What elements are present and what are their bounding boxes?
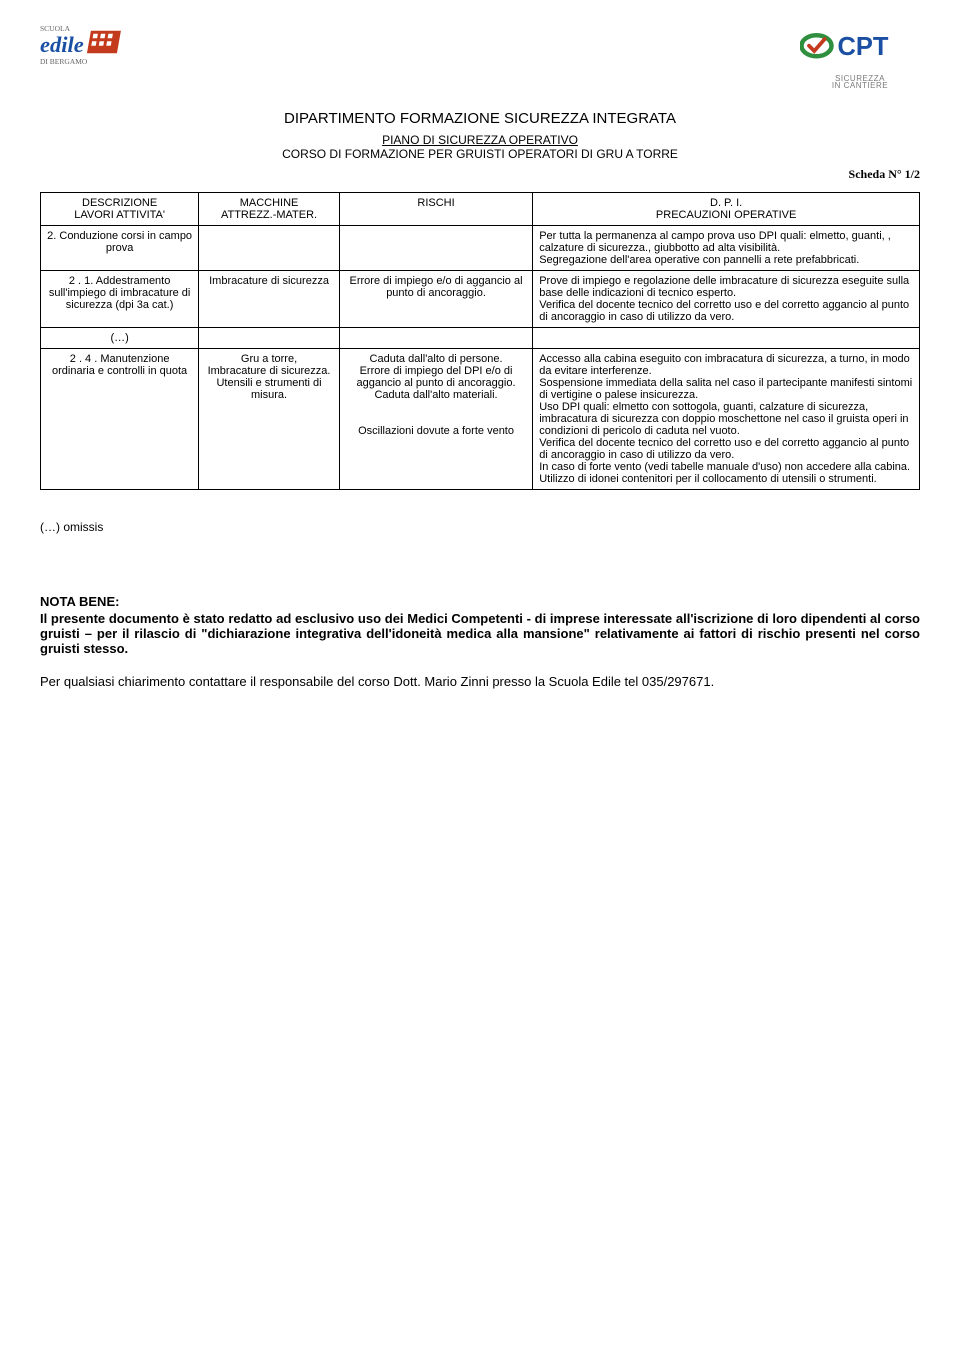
table-cell [199, 226, 340, 271]
table-row: 2 . 4 . Manutenzione ordinaria e control… [41, 349, 920, 490]
table-row: 2 . 1. Addestramento sull'impiego di imb… [41, 271, 920, 328]
table-cell: 2. Conduzione corsi in campo prova [41, 226, 199, 271]
th-c1b: LAVORI ATTIVITA' [74, 209, 165, 221]
cell-text: Gru a torre, [241, 353, 297, 365]
th-macchine: MACCHINE ATTREZZ.-MATER. [199, 193, 340, 226]
table-cell: Imbracature di sicurezza [199, 271, 340, 328]
th-descrizione: DESCRIZIONE LAVORI ATTIVITA' [41, 193, 199, 226]
th-c4a: D. P. I. [710, 197, 742, 209]
cell-text: Verifica del docente tecnico del corrett… [539, 437, 909, 461]
document-title: DIPARTIMENTO FORMAZIONE SICUREZZA INTEGR… [40, 110, 920, 127]
table-body: 2. Conduzione corsi in campo prova Per tu… [41, 226, 920, 490]
table-cell [533, 328, 920, 349]
cell-text: Uso DPI quali: elmetto con sottogola, gu… [539, 401, 908, 437]
th-rischi: RISCHI [339, 193, 532, 226]
cell-text: Caduta dall'alto materiali. [374, 389, 497, 401]
main-table: DESCRIZIONE LAVORI ATTIVITA' MACCHINE AT… [40, 192, 920, 490]
logo-left-brand: edile [40, 32, 84, 57]
cell-text: Imbracature di sicurezza [209, 275, 329, 287]
cell-text: (…) [110, 332, 128, 344]
logo-right-sub2: IN CANTIERE [832, 81, 888, 90]
cell-text: 2 . 1. Addestramento sull'impiego di imb… [49, 275, 191, 311]
table-cell [339, 328, 532, 349]
cell-text: 2 . 4 . Manutenzione ordinaria e control… [52, 353, 187, 377]
table-cell: Gru a torre,Imbracature di sicurezza.Ute… [199, 349, 340, 490]
nota-bene-body: Il presente documento è stato redatto ad… [40, 611, 920, 656]
th-c4b: PRECAUZIONI OPERATIVE [656, 209, 796, 221]
footer-contact: Per qualsiasi chiarimento contattare il … [40, 674, 920, 689]
table-cell [199, 328, 340, 349]
th-c2a: MACCHINE [240, 197, 299, 209]
logo-cpt: CPT SICUREZZA IN CANTIERE [800, 20, 920, 90]
cell-text: In caso di forte vento (vedi tabelle man… [539, 461, 910, 473]
logo-scuola-edile: SCUOLA edile DI BERGAMO [40, 20, 130, 76]
table-cell: Per tutta la permanenza al campo prova u… [533, 226, 920, 271]
table-cell: Caduta dall'alto di persone.Errore di im… [339, 349, 532, 490]
subtitle-line1: PIANO DI SICUREZZA OPERATIVO [40, 133, 920, 147]
th-dpi: D. P. I. PRECAUZIONI OPERATIVE [533, 193, 920, 226]
table-cell: Errore di impiego e/o di aggancio al pun… [339, 271, 532, 328]
subtitle-block: PIANO DI SICUREZZA OPERATIVO CORSO DI FO… [40, 133, 920, 161]
table-cell: Accesso alla cabina eseguito con imbraca… [533, 349, 920, 490]
cell-text: Per tutta la permanenza al campo prova u… [539, 230, 891, 254]
scheda-number: Scheda N° 1/2 [40, 167, 920, 182]
logo-right-brand: CPT [838, 33, 889, 61]
header-logos: SCUOLA edile DI BERGAMO CPT SICUREZZA IN… [40, 20, 920, 90]
table-cell [339, 226, 532, 271]
table-cell: 2 . 1. Addestramento sull'impiego di imb… [41, 271, 199, 328]
cell-text: Utilizzo di idonei contenitori per il co… [539, 473, 877, 485]
cell-text: Imbracature di sicurezza. [208, 365, 331, 377]
table-cell: Prove di impiego e regolazione delle imb… [533, 271, 920, 328]
cell-text: Accesso alla cabina eseguito con imbraca… [539, 353, 910, 377]
cell-text: Segregazione dell'area operative con pan… [539, 254, 859, 266]
table-row: 2. Conduzione corsi in campo prova Per tu… [41, 226, 920, 271]
cell-text: Prove di impiego e regolazione delle imb… [539, 275, 909, 299]
subtitle-line2: CORSO DI FORMAZIONE PER GRUISTI OPERATOR… [40, 147, 920, 161]
omissis-text: (…) omissis [40, 520, 920, 534]
cell-text: 2. Conduzione corsi in campo prova [47, 230, 192, 254]
cell-text: Oscillazioni dovute a forte vento [358, 425, 514, 437]
cell-text: Caduta dall'alto di persone. [370, 353, 503, 365]
logo-left-line2: DI BERGAMO [40, 57, 88, 66]
cell-text: Utensili e strumenti di misura. [216, 377, 321, 401]
th-c1a: DESCRIZIONE [82, 197, 157, 209]
cell-text: Verifica del docente tecnico del corrett… [539, 299, 909, 323]
table-row: (…) [41, 328, 920, 349]
cell-text: Sospensione immediata della salita nel c… [539, 377, 912, 401]
nota-bene-title: NOTA BENE: [40, 594, 920, 609]
cell-text: Errore di impiego del DPI e/o di agganci… [357, 365, 516, 389]
cell-text: Errore di impiego e/o di aggancio al pun… [350, 275, 523, 299]
table-cell: 2 . 4 . Manutenzione ordinaria e control… [41, 349, 199, 490]
th-c2b: ATTREZZ.-MATER. [221, 209, 317, 221]
table-cell: (…) [41, 328, 199, 349]
